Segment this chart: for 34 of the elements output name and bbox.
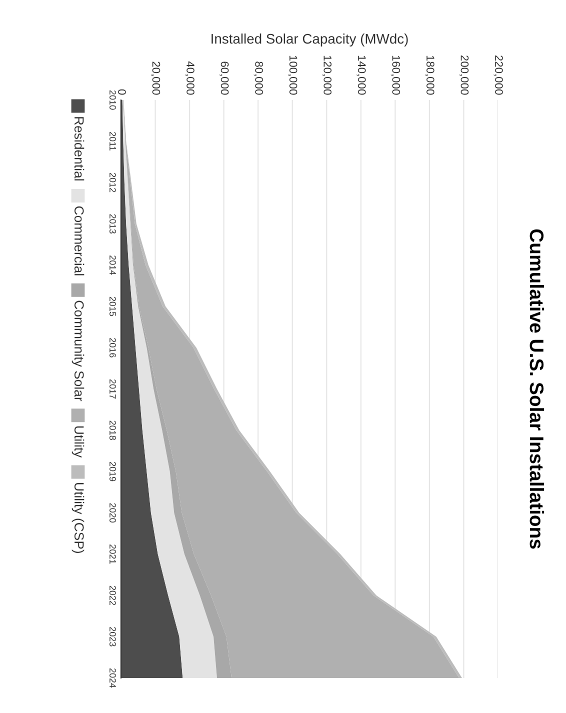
y-tick-label: 2024 bbox=[110, 668, 116, 688]
legend-label: Utility bbox=[72, 426, 84, 458]
legend-label: Residential bbox=[74, 117, 84, 180]
text: Cumulative U.S. Solar Installations bbox=[530, 229, 544, 549]
x-tick-label: 0 bbox=[118, 89, 126, 95]
y-tick-label: 2012 bbox=[110, 172, 116, 192]
y-tick-label: 2023 bbox=[110, 627, 116, 646]
y-tick-label: 2015 bbox=[110, 296, 116, 316]
legend-label: Utility (CSP) bbox=[72, 483, 84, 554]
y-tick-label: 2022 bbox=[110, 586, 116, 606]
x-tick-label: 200,000 bbox=[459, 56, 469, 95]
y-tick-label: 2021 bbox=[110, 544, 116, 564]
y-tick-label: 2013 bbox=[110, 214, 116, 234]
x-tick-label: 80,000 bbox=[254, 62, 263, 95]
y-tick-label: 2017 bbox=[110, 379, 116, 399]
y-tick-label: 2010 bbox=[110, 90, 116, 110]
x-axis-title: Installed Solar Capacity (MWdc) bbox=[212, 34, 408, 46]
x-tick-label: 40,000 bbox=[185, 61, 194, 95]
y-tick-label: 2014 bbox=[110, 256, 116, 275]
x-tick-label: 100,000 bbox=[288, 56, 298, 95]
y-tick-label: 2020 bbox=[110, 503, 116, 523]
y-tick-label: 2011 bbox=[110, 132, 116, 151]
y-tick-label: 2016 bbox=[110, 338, 116, 358]
x-tick-label: 180,000 bbox=[425, 56, 434, 95]
x-tick-label: 220,000 bbox=[494, 56, 503, 95]
x-tick-label: 120,000 bbox=[322, 56, 332, 95]
x-tick-label: 140,000 bbox=[356, 56, 366, 95]
legend-label: Community Solar bbox=[72, 300, 84, 402]
x-tick-label: 160,000 bbox=[390, 56, 400, 95]
x-tick-label: 60,000 bbox=[220, 62, 229, 95]
legend-label: Commercial bbox=[74, 206, 84, 276]
x-tick-label: 20,000 bbox=[150, 62, 160, 95]
y-tick-label: 2018 bbox=[110, 420, 116, 440]
y-tick-label: 2019 bbox=[110, 462, 116, 482]
